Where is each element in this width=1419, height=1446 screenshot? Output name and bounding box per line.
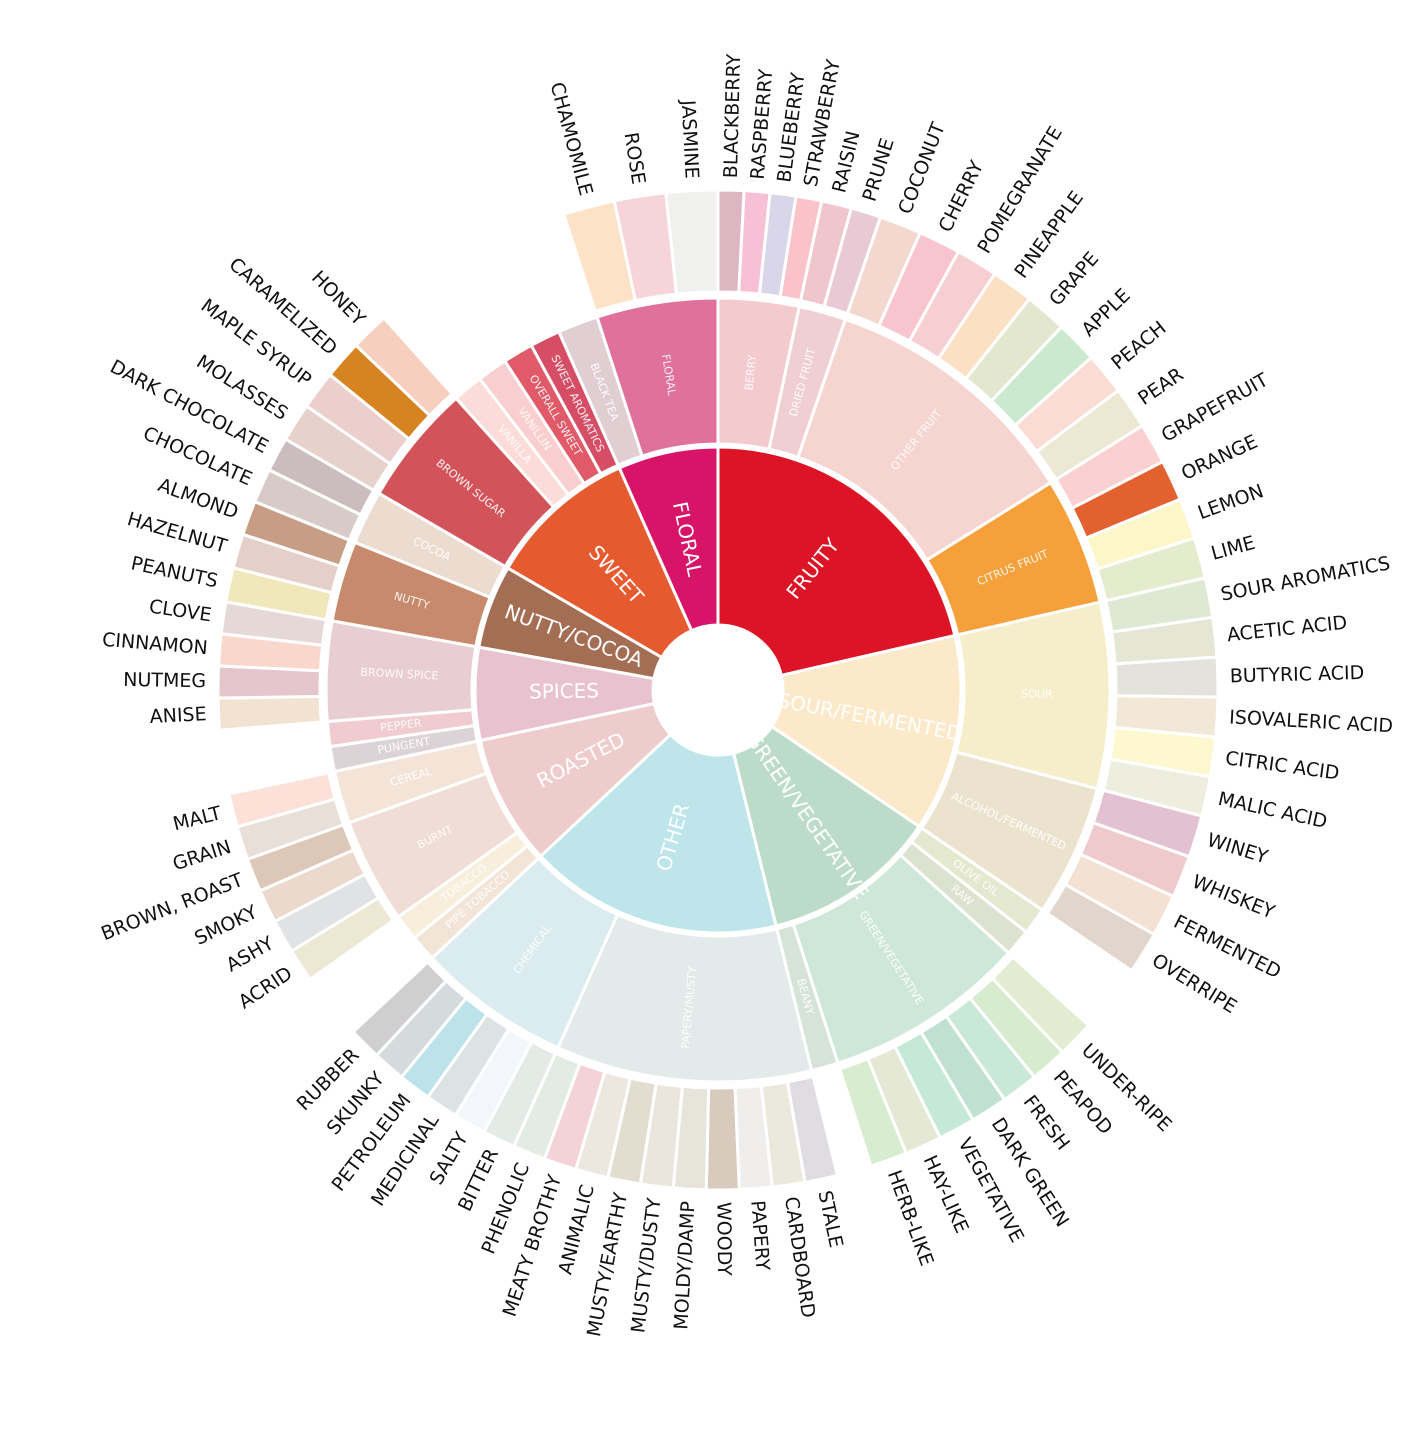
subcategory-label: BERRY <box>742 354 759 391</box>
flavor-label: PEACH <box>1107 317 1170 374</box>
flavor-label: MALT <box>171 802 224 835</box>
subcategory-label: BROWN SPICE <box>360 666 439 683</box>
flavor-label: CLOVE <box>148 596 213 627</box>
category-wedge <box>731 724 922 928</box>
flavor-label: ORANGE <box>1178 431 1261 485</box>
flavor-label: ANISE <box>149 703 207 728</box>
subcategory-label: SOUR <box>1021 687 1053 700</box>
category-label: SPICES <box>529 678 599 703</box>
flavor-label: CHAMOMILE <box>545 80 596 198</box>
flavor-label: PRUNE <box>859 136 899 204</box>
category-wedge <box>538 732 778 935</box>
flavor-label: RASPBERRY <box>747 68 778 181</box>
subcategory-wedge <box>595 296 720 458</box>
flavor-label: ANIMALIC <box>554 1183 598 1277</box>
flavor-label: LEMON <box>1195 480 1267 524</box>
flavor-label: BUTYRIC ACID <box>1230 662 1365 687</box>
flavor-label: CINNAMON <box>101 629 208 659</box>
category-wedge <box>478 701 673 859</box>
flavor-wedge <box>704 1086 741 1192</box>
flavor-label: MALIC ACID <box>1216 788 1329 833</box>
flavor-wedge <box>1045 882 1157 973</box>
flavor-label: OVERRIPE <box>1148 949 1240 1018</box>
flavor-wedge <box>227 770 338 829</box>
flavor-label: COCONUT <box>894 119 950 217</box>
flavor-label: ACETIC ACID <box>1226 612 1348 647</box>
flavor-label: CHERRY <box>935 157 989 236</box>
flavor-label: MOLDY/DAMP <box>670 1201 699 1331</box>
flavor-wedge <box>664 188 720 296</box>
category-wedge <box>716 445 957 678</box>
flavor-label: PEANUTS <box>129 552 220 592</box>
flavor-wedge <box>353 315 455 418</box>
flavor-label: WOODY <box>712 1202 735 1276</box>
flavor-label: ROSE <box>620 131 650 186</box>
flavor-label: BLACKBERRY <box>720 53 745 178</box>
flavor-label: FRESH <box>1019 1091 1074 1154</box>
flavor-label: ASHY <box>222 932 278 976</box>
flavor-label: WHISKEY <box>1189 871 1278 924</box>
flavor-wedge <box>351 960 449 1058</box>
flavor-label: PAPERY <box>746 1200 773 1272</box>
flavor-label: WINEY <box>1204 829 1270 868</box>
category-wedge <box>769 633 963 829</box>
flavor-label: GRAIN <box>170 836 234 875</box>
category-wedge <box>617 445 720 633</box>
flavor-label: STALE <box>814 1189 847 1250</box>
flavor-label: JASMINE <box>677 99 703 180</box>
flavor-label: MUSTY/DUSTY <box>627 1196 666 1334</box>
flavor-label: ISOVALERIC ACID <box>1229 706 1394 737</box>
flavor-label: GRAPE <box>1045 248 1103 310</box>
subcategory-label: PEPPER <box>380 717 423 735</box>
flavor-label: CARDBOARD <box>780 1195 819 1319</box>
flavor-label: NUTMEG <box>123 669 206 692</box>
flavor-label: RAISIN <box>828 129 864 195</box>
flavor-wedge <box>837 1056 909 1168</box>
flavor-label: LIME <box>1209 532 1258 565</box>
flavor-wedge <box>1113 655 1220 699</box>
flavor-label: PEAR <box>1134 364 1187 410</box>
flavor-label: CITRIC ACID <box>1224 747 1341 784</box>
flavor-label: APPLE <box>1077 284 1134 341</box>
flavor-wedge <box>216 694 323 732</box>
flavor-label: SOUR AROMATICS <box>1219 552 1392 605</box>
category-wedge <box>505 465 694 660</box>
